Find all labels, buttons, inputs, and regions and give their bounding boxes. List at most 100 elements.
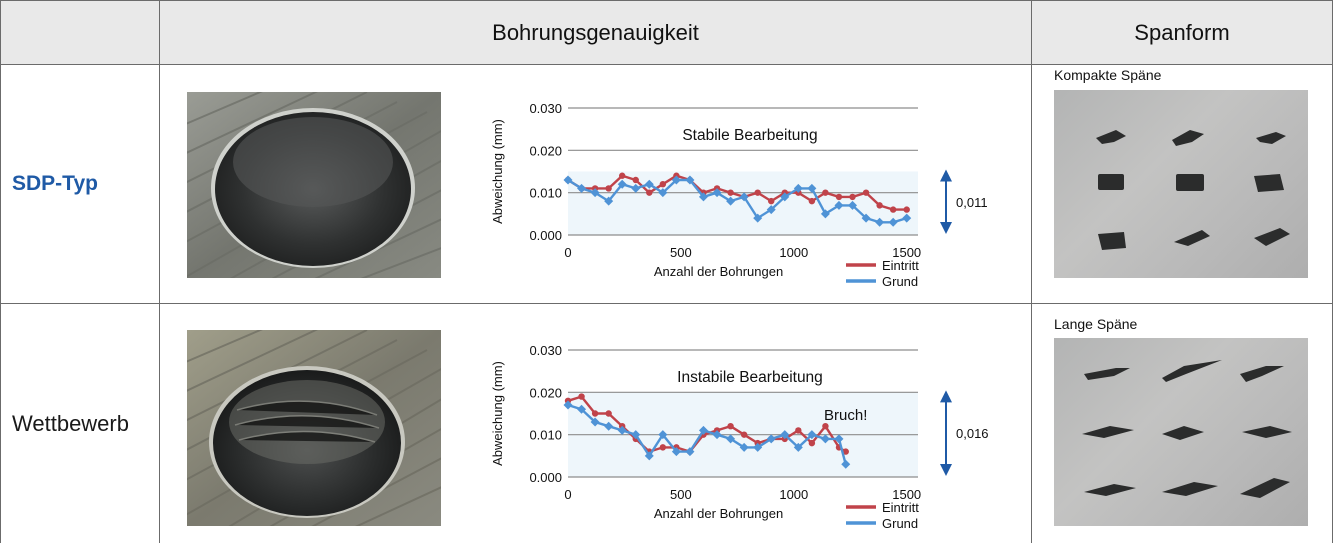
x-tick-label: 500 (670, 245, 692, 260)
data-point-grund (671, 447, 681, 457)
chip-shape (1172, 130, 1204, 146)
chip-photo-long (1054, 338, 1308, 526)
data-point-grund (766, 205, 776, 215)
data-point-grund (631, 430, 641, 440)
data-point-grund (753, 442, 763, 452)
chip-shape (1162, 482, 1218, 496)
data-point-eintritt (889, 206, 897, 213)
table-border-header (0, 64, 1333, 65)
chip-shape (1162, 360, 1222, 382)
chip-shape (1084, 368, 1130, 380)
data-point-eintritt (862, 189, 870, 196)
data-point-grund (658, 430, 668, 440)
data-point-grund (793, 183, 803, 193)
x-tick-label: 0 (564, 487, 571, 502)
data-point-grund (820, 209, 830, 219)
data-point-eintritt (754, 189, 761, 196)
range-arrow-down (940, 222, 952, 234)
chip-photo-compact (1054, 90, 1308, 278)
legend-label: Eintritt (882, 258, 919, 273)
table-border-middle (0, 303, 1333, 304)
data-point-eintritt (903, 206, 910, 213)
data-point-grund (685, 175, 695, 185)
table-divider-label (159, 0, 160, 543)
data-point-grund (698, 192, 708, 202)
data-point-eintritt (822, 423, 829, 430)
chip-shape (1174, 230, 1210, 246)
y-tick-label: 0.020 (529, 143, 562, 158)
y-tick-label: 0.030 (529, 343, 562, 358)
break-note: Bruch! (824, 407, 867, 424)
data-point-grund (780, 430, 790, 440)
data-point-grund (902, 213, 912, 223)
y-axis-label: Abweichung (mm) (490, 361, 505, 466)
table-border-left (0, 0, 1, 543)
data-point-grund (631, 183, 641, 193)
row-label-sdp: SDP-Typ (12, 172, 98, 195)
data-point-grund (604, 196, 614, 206)
legend-label: Eintritt (882, 500, 919, 515)
data-point-grund (617, 425, 627, 435)
x-tick-label: 1500 (892, 245, 921, 260)
x-tick-label: 1500 (892, 487, 921, 502)
y-tick-label: 0.010 (529, 428, 562, 443)
chip-shape (1254, 228, 1290, 246)
chip-shape (1096, 130, 1126, 144)
chip-shape (1098, 232, 1126, 250)
table-border-top (0, 0, 1333, 1)
data-point-eintritt (740, 431, 748, 438)
chip-shape (1176, 174, 1204, 191)
data-point-grund (861, 213, 871, 223)
y-tick-label: 0.010 (529, 186, 562, 201)
chip-shape (1240, 366, 1284, 382)
x-axis-label: Anzahl der Bohrungen (654, 264, 783, 279)
data-point-grund (617, 179, 627, 189)
data-point-eintritt (835, 193, 843, 201)
data-point-eintritt (659, 181, 667, 188)
data-point-grund (793, 442, 803, 452)
data-point-grund (766, 434, 776, 444)
data-point-eintritt (591, 410, 599, 417)
data-point-grund (848, 200, 858, 210)
data-point-grund (590, 188, 600, 198)
data-point-grund (644, 451, 654, 461)
chip-shape (1162, 426, 1204, 440)
data-point-grund (671, 175, 681, 185)
range-arrow-down (940, 464, 952, 476)
y-axis-label: Abweichung (mm) (490, 119, 505, 224)
data-point-grund (698, 425, 708, 435)
data-point-grund (726, 196, 736, 206)
x-axis-label: Anzahl der Bohrungen (654, 506, 783, 521)
data-point-eintritt (632, 176, 639, 184)
x-tick-label: 1000 (779, 245, 808, 260)
data-point-grund (563, 175, 573, 185)
data-point-grund (841, 459, 851, 469)
chip-label-long: Lange Späne (1054, 316, 1138, 332)
chip-shape (1240, 478, 1290, 498)
x-tick-label: 0 (564, 245, 571, 260)
data-point-eintritt (618, 172, 626, 179)
legend-label: Grund (882, 516, 918, 531)
y-tick-label: 0.020 (529, 385, 562, 400)
data-point-eintritt (808, 197, 816, 205)
data-point-grund (726, 434, 736, 444)
data-point-eintritt (646, 189, 653, 196)
chart-note: Instabile Bearbeitung (677, 369, 823, 386)
data-point-grund (780, 192, 790, 202)
data-point-grund (577, 183, 587, 193)
data-point-grund (604, 421, 614, 431)
data-point-grund (834, 434, 844, 444)
table-divider-chip (1031, 0, 1032, 543)
hole-photo-wettbewerb (187, 330, 441, 526)
header-spanform: Spanform (1032, 1, 1332, 64)
chip-label-compact: Kompakte Späne (1054, 67, 1162, 83)
range-value: 0,016 (956, 426, 989, 441)
chart-note: Stabile Bearbeitung (682, 127, 817, 144)
data-point-eintritt (876, 202, 883, 209)
chip-shape (1098, 174, 1124, 190)
data-point-grund (712, 188, 722, 198)
stable-band (568, 171, 918, 235)
data-point-grund (807, 183, 817, 193)
data-point-eintritt (578, 393, 585, 400)
data-point-eintritt (795, 427, 802, 434)
